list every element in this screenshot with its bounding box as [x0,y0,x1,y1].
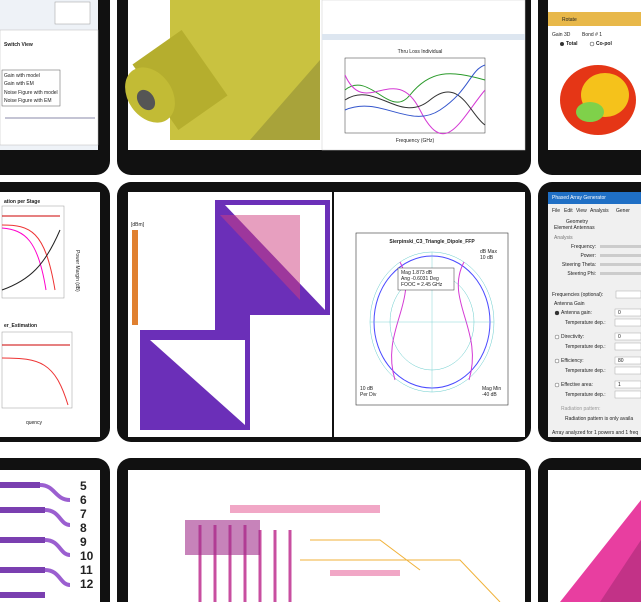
label: 10 dB [360,386,374,392]
tab[interactable]: Geometry [566,219,588,225]
radio[interactable]: Total [566,41,578,47]
marker: Ang -0.6031 Deg [401,276,439,282]
field-label: Temperature dep.: [565,392,606,398]
x-label: quency [26,420,43,426]
radio[interactable] [554,334,560,340]
legend-unit: [dBm] [131,222,145,228]
slider[interactable] [600,245,641,248]
field-label: Temperature dep.: [565,320,606,326]
input[interactable] [614,390,641,399]
label: Frequencies (optional): [552,292,603,298]
slider-label: Steering Theta: [562,262,596,268]
top-middle-screen: Thru Loss Individual Frequency (GHz) [125,0,526,151]
radio[interactable] [554,310,560,316]
slider[interactable] [600,263,641,266]
field-label: Efficiency: [561,358,584,364]
button[interactable]: Rotate [562,17,577,23]
tab[interactable]: Element Antennas [554,225,595,231]
menu-item[interactable]: Gener [616,208,630,214]
middle-right-screen: Phased Array Generator File Edit View An… [548,192,641,437]
item: Gain with model [4,73,40,79]
port-label: 11 [80,563,93,577]
label: Radiation pattern: [561,406,600,412]
slider[interactable] [600,272,641,275]
input[interactable] [614,356,641,365]
plot-title: Thru Loss Individual [398,49,443,55]
field-label: Temperature dep.: [565,368,606,374]
item: Noise Figure with EM [4,98,52,104]
input[interactable] [614,380,641,389]
top-left-screen: Switch View Gain with model Gain with EM… [0,0,99,150]
field-label: Effective area: [561,382,593,388]
polar-title: Sierpinski_C3_Triangle_Dipole_FFP [389,239,475,245]
dropdown[interactable]: Gain 3D [552,32,571,38]
middle-left-screen: ation per Stage Power Margin (dB) er_Est… [0,192,100,437]
port-label: 8 [80,521,87,535]
radio[interactable]: Co-pol [596,41,612,47]
label: dB Max [480,249,497,255]
item: Noise Figure with model [4,90,58,96]
port-label: 6 [80,493,87,507]
field-value: 1 [618,382,621,388]
field-label: Temperature dep.: [565,344,606,350]
input[interactable] [614,308,641,317]
slider-label: Frequency: [571,244,596,250]
field-label: Directivity: [561,334,584,340]
input[interactable] [614,318,641,327]
radio[interactable] [554,382,560,388]
menu-item[interactable]: File [552,208,560,214]
item: Gain with EM [4,81,34,87]
radio[interactable] [554,358,560,364]
marker: Mag 1.873 dB [401,270,433,276]
plot-title: er_Estimation [4,323,37,329]
note: Radiation pattern is only availa [565,416,633,422]
bottom-right-screen [548,470,641,602]
menu-item[interactable]: View [576,208,587,214]
plot-title: ation per Stage [4,199,40,205]
label: Per Div [360,392,377,398]
menu-item[interactable]: Edit [564,208,573,214]
slider-label: Steering Phi: [567,271,596,277]
slider[interactable] [600,254,641,257]
section: Analysis [554,235,573,241]
group-label: Antenna Gain [554,301,585,307]
port-label: 5 [80,479,87,493]
middle-middle-screen: [dBm] Sierpinski_C3_Triangle_Dipole_FFP … [128,192,525,437]
title: Switch View [4,42,33,48]
x-label: Frequency (GHz) [396,138,435,144]
input[interactable] [614,366,641,375]
port-label: 10 [80,549,94,563]
window-title: Phased Array Generator [552,195,606,201]
status: Array analyzed for 1 powers and 1 freq [552,430,638,436]
label: -40 dB [482,392,497,398]
input[interactable] [615,290,641,299]
dropdown[interactable]: Bond # 1 [582,32,602,38]
label: 10 dB [480,255,494,261]
label: Mag Min [482,386,501,392]
axis-label: Power Margin (dB) [74,250,80,292]
field-label: Antenna gain: [561,310,592,316]
marker: FOOC = 2.45 GHz [401,282,443,288]
field-value: 80 [618,358,624,364]
menu-item[interactable]: Analysis [590,208,609,214]
input[interactable] [614,342,641,351]
port-label: 12 [80,577,94,591]
port-label: 7 [80,507,87,521]
bottom-middle-screen [128,470,525,603]
field-value: 0 [618,334,621,340]
input[interactable] [614,332,641,341]
port-label: 9 [80,535,87,549]
field-value: 0 [618,310,621,316]
slider-label: Power: [580,253,596,259]
top-right-screen: Rotate Gain 3D Bond # 1 Total Co-pol [548,0,641,150]
